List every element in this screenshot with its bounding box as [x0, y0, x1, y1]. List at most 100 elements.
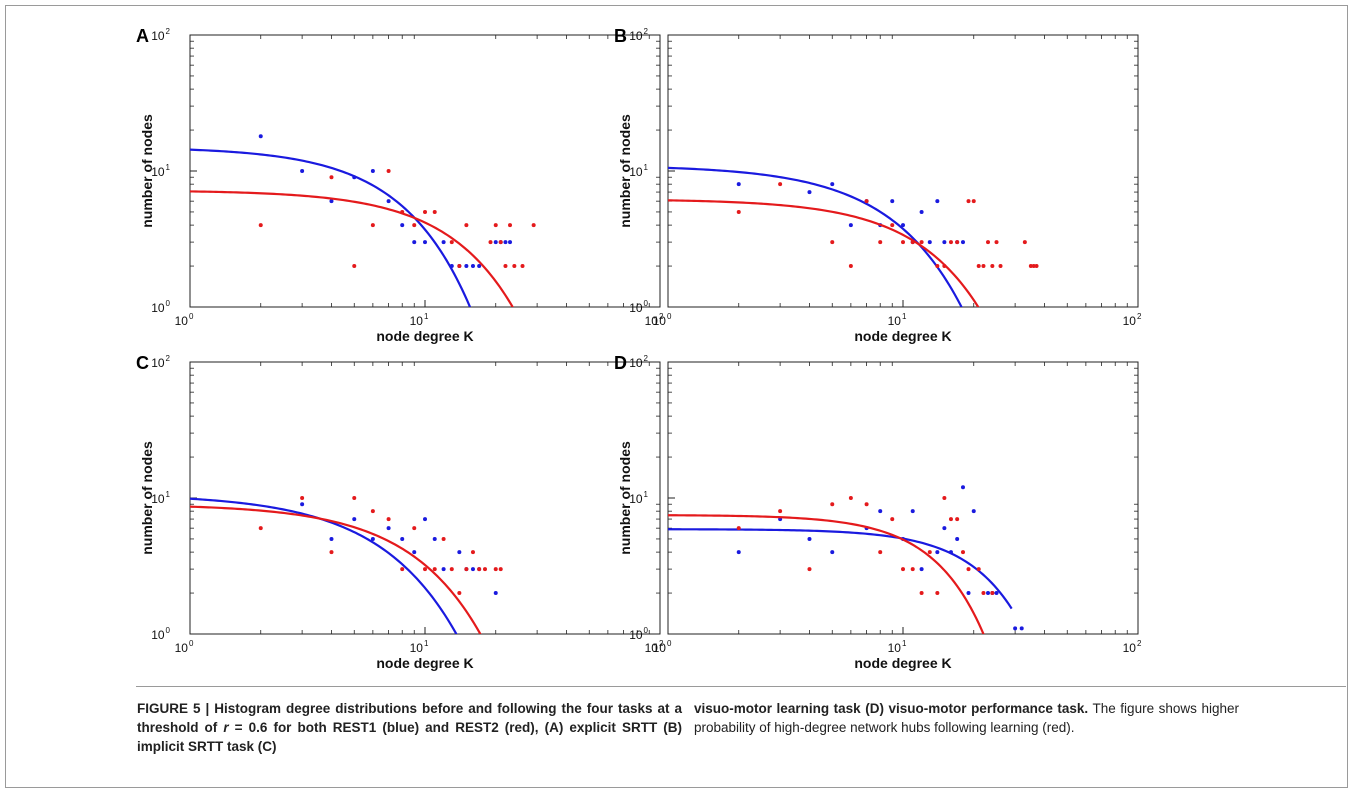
data-point-rest2	[986, 240, 991, 245]
y-tick-exponent: 0	[166, 299, 171, 308]
x-axis-label: node degree K	[376, 655, 473, 671]
data-point-rest2	[508, 223, 513, 228]
data-point-rest2	[423, 567, 427, 572]
y-tick-label: 100	[629, 299, 648, 315]
data-point-rest2	[807, 567, 812, 572]
y-axis-label: number of nodes	[139, 114, 155, 228]
x-tick-label: 100	[175, 312, 194, 328]
data-point-rest2	[971, 199, 976, 204]
data-point-rest1	[955, 536, 960, 541]
data-point-rest1	[423, 517, 427, 522]
x-axis-label: node degree K	[854, 655, 951, 671]
data-point-rest2	[503, 264, 508, 269]
data-point-rest1	[919, 209, 924, 214]
data-point-rest2	[830, 240, 835, 245]
data-point-rest2	[960, 550, 965, 555]
data-point-rest2	[258, 526, 263, 531]
data-point-rest1	[441, 567, 446, 572]
fit-line-rest1	[668, 528, 1013, 610]
data-point-rest2	[400, 209, 405, 214]
data-point-rest2	[412, 223, 417, 228]
data-point-rest2	[942, 264, 947, 269]
data-point-rest1	[960, 485, 965, 490]
x-tick-exponent: 0	[189, 312, 194, 321]
x-tick-exponent: 2	[659, 639, 664, 648]
panel-letter-b: B	[614, 26, 627, 46]
data-point-rest1	[412, 550, 417, 555]
fit-line-rest1	[190, 497, 458, 634]
plot-frame	[189, 361, 661, 635]
data-point-rest2	[498, 240, 503, 245]
x-tick-label: 100	[653, 639, 672, 655]
y-tick-label: 102	[151, 27, 170, 43]
data-point-rest1	[878, 509, 883, 514]
data-point-rest2	[864, 199, 869, 204]
fit-line-rest2	[190, 505, 482, 634]
fit-line-rest1	[190, 148, 472, 307]
figure-frame	[5, 5, 1348, 788]
data-point-rest2	[488, 240, 493, 245]
data-point-rest1	[493, 240, 498, 245]
data-point-rest1	[457, 550, 462, 555]
data-point-rest2	[935, 591, 940, 596]
x-tick-label: 100	[175, 639, 194, 655]
data-point-rest1	[386, 526, 391, 531]
panel-letter-c: C	[136, 353, 149, 373]
data-point-rest1	[736, 550, 741, 555]
data-point-rest2	[966, 567, 971, 572]
data-point-rest1	[258, 134, 263, 139]
data-point-rest1	[400, 223, 405, 228]
data-point-rest1	[901, 223, 905, 228]
x-tick-label: 100	[653, 312, 672, 328]
data-point-rest1	[830, 182, 835, 187]
data-point-rest1	[352, 175, 357, 180]
data-point-rest2	[329, 175, 334, 180]
data-point-rest1	[370, 536, 375, 541]
data-point-rest1	[927, 240, 932, 245]
data-point-rest2	[1031, 264, 1036, 269]
data-point-rest2	[412, 526, 417, 531]
data-point-rest2	[258, 223, 263, 228]
data-point-rest1	[300, 502, 305, 507]
caption-r-value: = 0.6 for both REST1 (blue) and REST2 (r…	[137, 720, 682, 754]
data-point-rest2	[778, 182, 783, 187]
x-tick-label: 101	[410, 639, 429, 655]
x-tick-label: 101	[888, 639, 907, 655]
data-point-rest2	[352, 264, 357, 269]
x-tick-exponent: 0	[667, 312, 672, 321]
data-point-rest2	[942, 496, 947, 500]
data-point-rest1	[942, 526, 947, 531]
data-point-rest2	[981, 591, 986, 596]
data-point-rest2	[520, 264, 525, 269]
data-point-rest2	[976, 264, 981, 269]
data-point-rest2	[441, 536, 446, 541]
y-tick-exponent: 2	[644, 354, 649, 363]
x-tick-exponent: 1	[424, 639, 429, 648]
data-point-rest2	[432, 567, 437, 572]
y-tick-label: 102	[629, 27, 648, 43]
data-point-rest2	[998, 264, 1003, 269]
y-tick-label: 100	[151, 626, 170, 642]
data-point-rest2	[1022, 240, 1027, 245]
y-tick-exponent: 0	[644, 626, 649, 635]
y-tick-exponent: 2	[644, 27, 649, 36]
data-point-rest1	[493, 591, 498, 596]
data-point-rest2	[493, 223, 498, 228]
data-point-rest1	[423, 240, 427, 245]
data-point-rest2	[457, 264, 462, 269]
data-point-rest1	[1013, 626, 1018, 631]
data-point-rest2	[955, 240, 960, 245]
caption-separator	[136, 686, 1346, 687]
x-tick-exponent: 0	[667, 639, 672, 648]
data-point-rest1	[477, 264, 482, 269]
data-point-rest2	[449, 240, 454, 245]
data-point-rest1	[329, 199, 334, 204]
data-point-rest2	[901, 240, 905, 245]
data-point-rest1	[441, 240, 446, 245]
x-tick-exponent: 1	[902, 312, 907, 321]
data-point-rest2	[736, 526, 741, 531]
data-point-rest2	[966, 199, 971, 204]
